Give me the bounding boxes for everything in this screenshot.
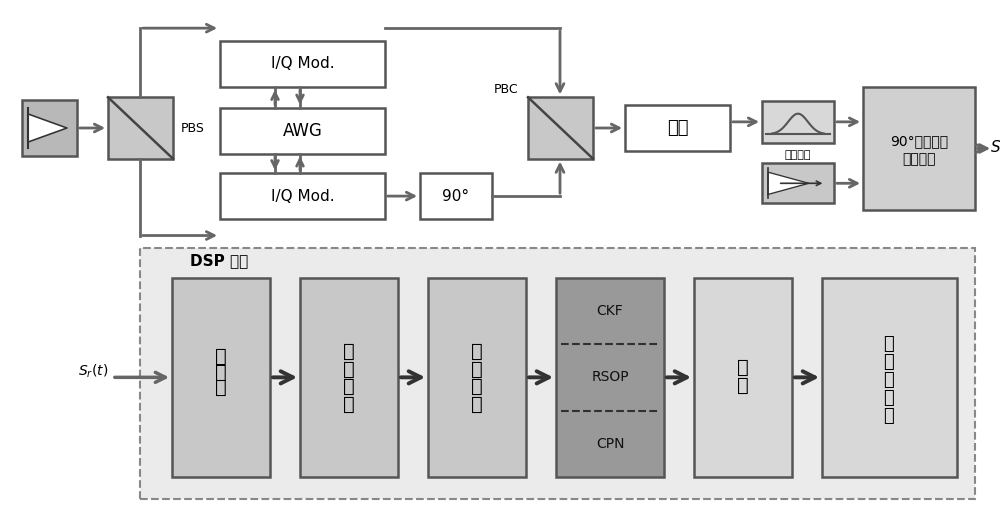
Text: 补: 补 [471,377,483,396]
FancyBboxPatch shape [22,100,77,156]
Text: 采: 采 [215,362,227,382]
Text: 光混合器: 光混合器 [902,152,936,166]
Polygon shape [768,172,809,195]
FancyBboxPatch shape [428,278,526,477]
Text: AWG: AWG [283,121,322,140]
Text: 率: 率 [884,407,894,425]
FancyBboxPatch shape [140,248,975,499]
Text: DSP 流程: DSP 流程 [190,253,248,269]
Text: 判: 判 [737,357,749,377]
Text: $S_r(t)$: $S_r(t)$ [990,138,1000,157]
Text: 误: 误 [884,371,894,389]
Text: 90°偏振分集: 90°偏振分集 [890,134,948,148]
Text: PBS: PBS [181,121,205,135]
FancyBboxPatch shape [172,278,270,477]
Text: 偿: 偿 [343,394,355,414]
FancyBboxPatch shape [220,173,385,219]
Text: 偏: 偏 [471,359,483,379]
Text: 计: 计 [884,335,894,353]
FancyBboxPatch shape [863,87,975,210]
FancyBboxPatch shape [762,101,834,143]
FancyBboxPatch shape [420,173,492,219]
Text: 散: 散 [343,359,355,379]
Text: PBC: PBC [493,83,518,96]
Polygon shape [28,114,67,142]
FancyBboxPatch shape [694,278,792,477]
FancyBboxPatch shape [220,41,385,87]
Text: 频: 频 [471,342,483,361]
Text: 带通滤波: 带通滤波 [785,150,811,160]
Text: 重: 重 [215,347,227,367]
Text: 决: 决 [737,375,749,395]
Text: 补: 补 [343,377,355,396]
FancyBboxPatch shape [300,278,398,477]
Text: $S_r(t)$: $S_r(t)$ [78,362,108,380]
Text: 信道: 信道 [667,119,688,137]
FancyBboxPatch shape [822,278,957,477]
Text: 90°: 90° [442,188,470,204]
Text: I/Q Mod.: I/Q Mod. [271,56,334,72]
Text: 色: 色 [343,342,355,361]
Text: RSOP: RSOP [591,370,629,385]
Text: 偿: 偿 [471,394,483,414]
FancyBboxPatch shape [528,97,593,159]
Text: I/Q Mod.: I/Q Mod. [271,188,334,204]
FancyBboxPatch shape [762,163,834,203]
Text: 样: 样 [215,378,227,397]
FancyBboxPatch shape [220,108,385,154]
Text: 码: 码 [884,389,894,407]
FancyBboxPatch shape [108,97,173,159]
FancyBboxPatch shape [556,278,664,477]
FancyBboxPatch shape [625,105,730,151]
Text: 算: 算 [884,353,894,371]
Text: CKF: CKF [597,304,623,318]
Text: CPN: CPN [596,437,624,451]
